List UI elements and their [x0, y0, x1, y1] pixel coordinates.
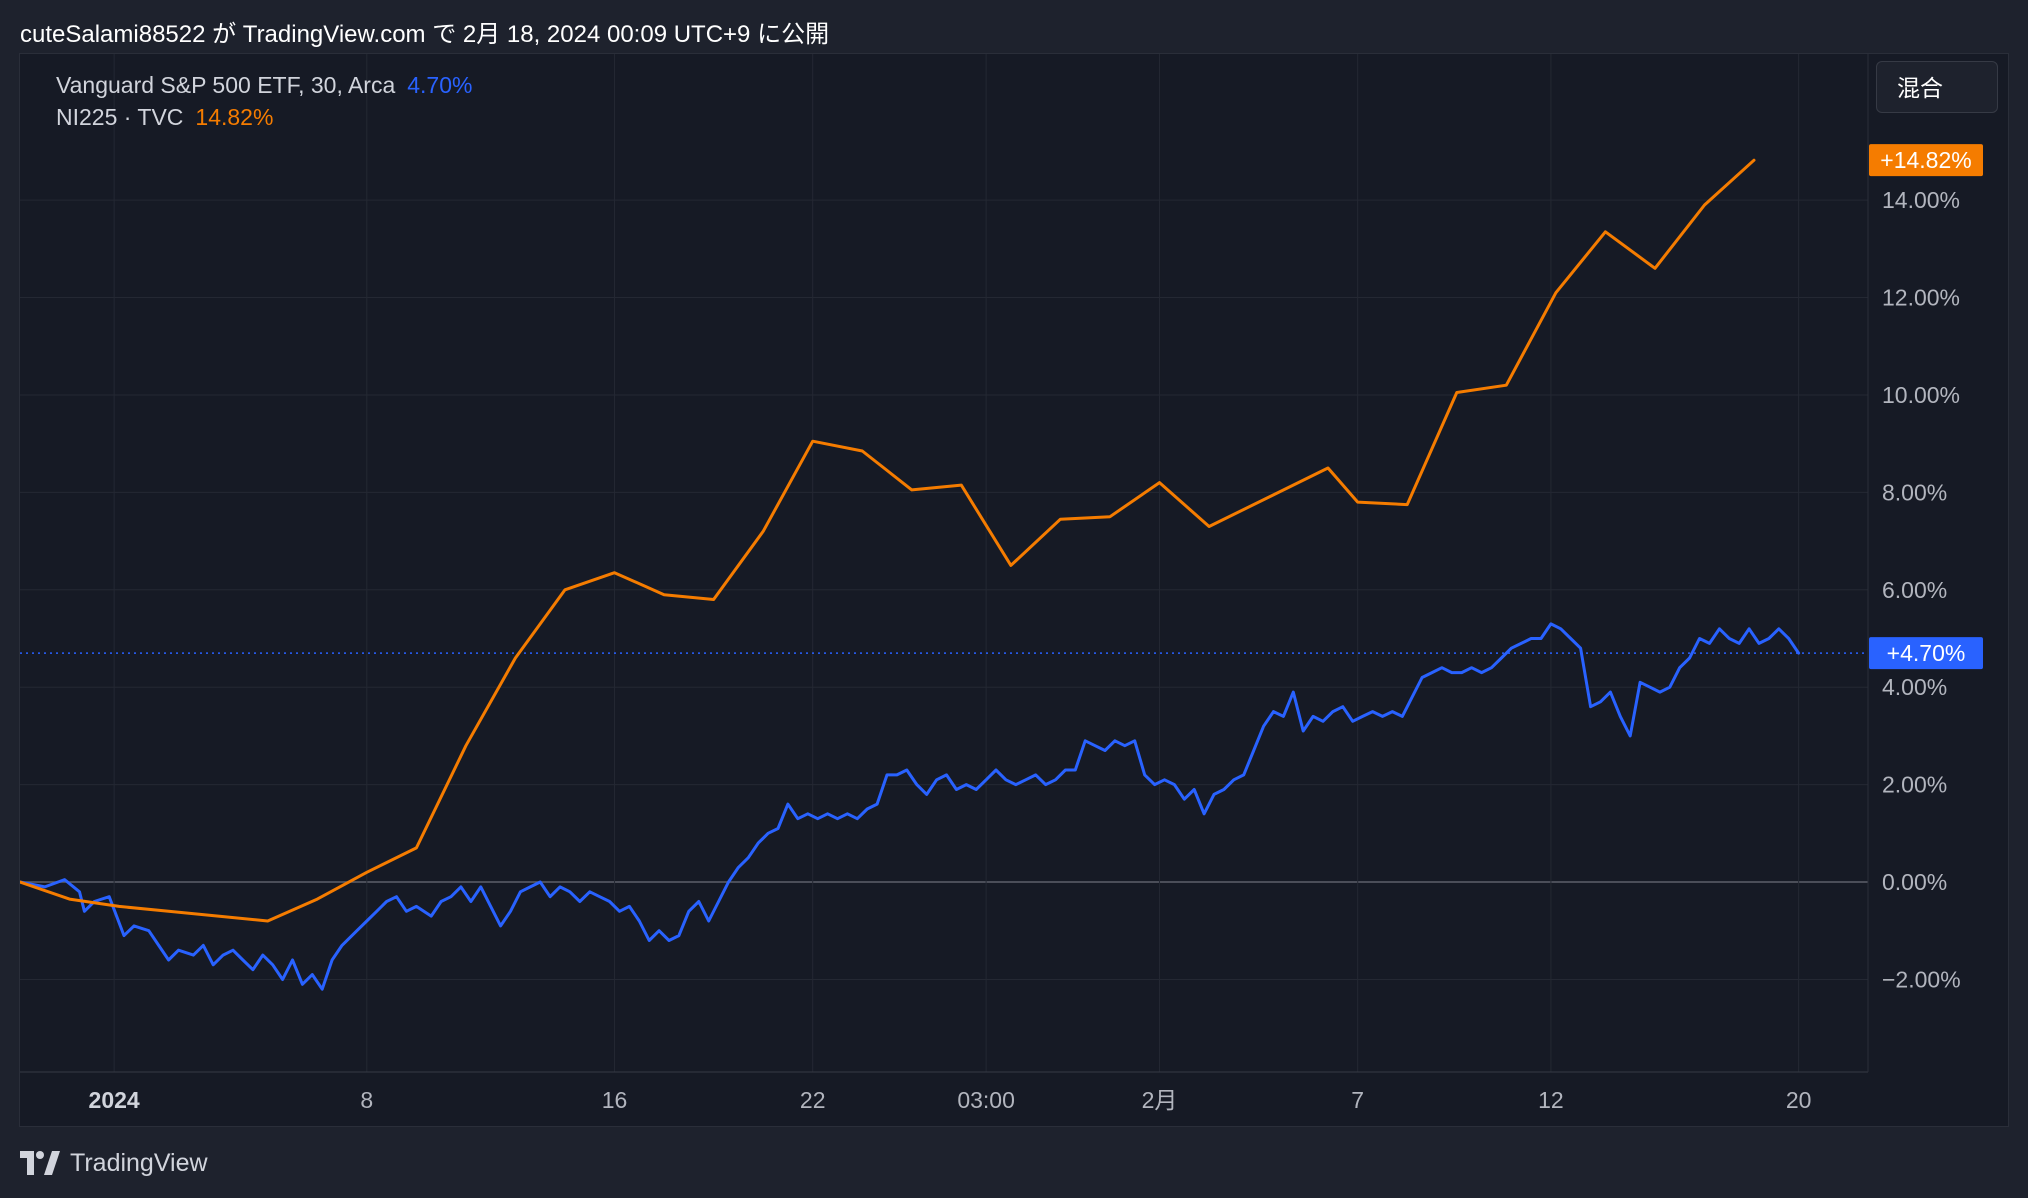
voo-last-label: +4.70% — [1887, 640, 1966, 666]
x-tick-label: 22 — [800, 1087, 826, 1113]
ni225-last-label: +14.82% — [1880, 147, 1971, 173]
footer-logo[interactable]: TradingView — [20, 1147, 208, 1179]
legend-ni225[interactable]: NI225 · TVC 14.82% — [56, 104, 273, 131]
y-tick-label: −2.00% — [1882, 966, 1961, 992]
chart-canvas[interactable]: −2.00% 0.00% 2.00% 4.00% 6.00% 8.00% 10.00% 12.… — [20, 54, 2010, 1128]
ni225-last-badge — [1869, 144, 1983, 177]
x-tick-label: 2月 — [1142, 1087, 1178, 1113]
legend-ni225-value: 14.82% — [195, 104, 274, 130]
x-tick-label: 7 — [1351, 1087, 1364, 1113]
legend-voo-value: 4.70% — [407, 72, 473, 98]
x-tick-label: 2024 — [89, 1087, 140, 1113]
y-tick-label: 12.00% — [1882, 285, 1960, 311]
chart-panel[interactable]: −2.00% 0.00% 2.00% 4.00% 6.00% 8.00% 10.00% 12.… — [19, 53, 2009, 1127]
legend-voo-name: Vanguard S&P 500 ETF, 30, Arca — [56, 72, 396, 98]
y-tick-label: 14.00% — [1882, 187, 1960, 213]
scale-mode-button[interactable]: 混合 — [1876, 61, 1998, 113]
y-tick-label: 8.00% — [1882, 479, 1947, 505]
tradingview-logo-icon — [20, 1151, 60, 1175]
footer-brand: TradingView — [70, 1148, 208, 1177]
publication-header: cuteSalami88522 が TradingView.com で 2月 1… — [20, 21, 830, 48]
legend-voo[interactable]: Vanguard S&P 500 ETF, 30, Arca 4.70% — [56, 72, 472, 99]
voo-last-badge — [1869, 637, 1983, 670]
x-tick-label: 20 — [1786, 1087, 1812, 1113]
ni225-series-line — [20, 158, 1756, 923]
voo-series-line — [20, 622, 1801, 991]
y-tick-label: 6.00% — [1882, 577, 1947, 603]
x-tick-label: 12 — [1538, 1087, 1564, 1113]
x-tick-label: 8 — [360, 1087, 373, 1113]
y-tick-label: 0.00% — [1882, 869, 1947, 895]
y-tick-label: 10.00% — [1882, 382, 1960, 408]
y-tick-label: 2.00% — [1882, 772, 1947, 798]
y-tick-label: 4.00% — [1882, 674, 1947, 700]
legend-ni225-name: NI225 · TVC — [56, 104, 184, 130]
x-tick-label: 16 — [602, 1087, 628, 1113]
x-tick-label: 03:00 — [957, 1087, 1015, 1113]
